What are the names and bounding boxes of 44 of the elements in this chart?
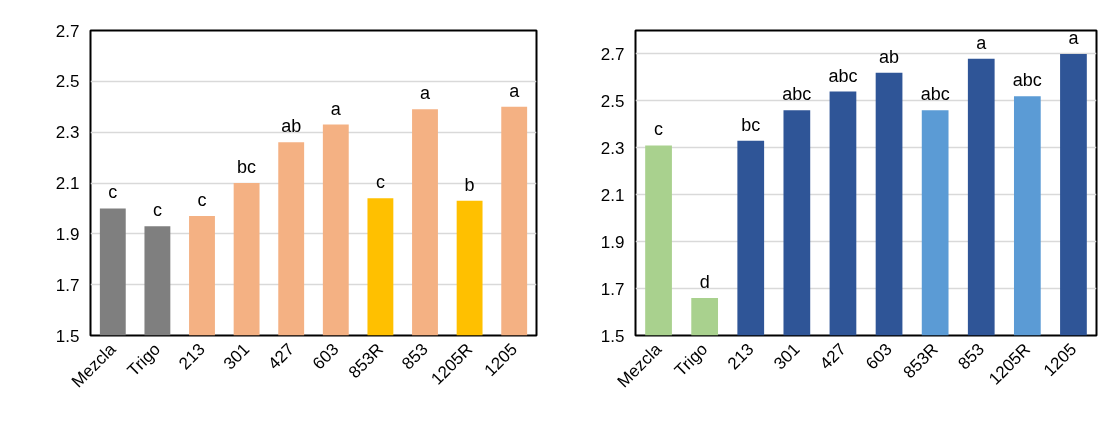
x-tick-label: 427 — [264, 339, 298, 374]
annotation: d — [699, 271, 710, 292]
x-tick-label: 853 — [954, 339, 988, 374]
y-tick-label: 2.5 — [600, 91, 625, 111]
y-tick-label: 1.7 — [55, 275, 80, 295]
annotation: c — [197, 190, 207, 211]
y-tick-label: 2.1 — [55, 174, 80, 193]
y-tick-label: 1.7 — [600, 279, 625, 299]
y-tick-label: 2.3 — [600, 138, 625, 158]
y-tick-label: 2.7 — [55, 21, 80, 41]
y-tick-label: 2.7 — [600, 44, 625, 64]
y-tick-label: 2.3 — [55, 123, 80, 143]
x-tick-label: 853 — [398, 339, 432, 374]
annotation: a — [509, 80, 521, 101]
annotation: a — [419, 83, 431, 104]
annotation: a — [1068, 27, 1080, 48]
annotation: c — [375, 172, 385, 193]
annotation: c — [152, 200, 162, 221]
annotation: abc — [782, 84, 812, 105]
x-tick-label: 427 — [816, 339, 850, 374]
annotation: bc — [741, 114, 761, 135]
x-tick-label: 301 — [219, 339, 254, 374]
y-tick-label: 2.5 — [55, 72, 80, 92]
y-tick-label: 2.1 — [600, 185, 625, 205]
annotation: c — [108, 182, 118, 203]
annotation: a — [976, 32, 988, 53]
x-tick-label: 603 — [862, 339, 896, 374]
annotation: c — [654, 119, 664, 140]
y-tick-label: 1.9 — [600, 232, 625, 252]
annotation: a — [330, 98, 342, 119]
annotation: b — [464, 174, 475, 195]
annotation: abc — [920, 84, 950, 105]
y-tick-label: 1.5 — [55, 326, 80, 346]
annotation: abc — [828, 65, 858, 86]
annotation: abc — [1012, 70, 1042, 91]
x-tick-label: 603 — [309, 339, 343, 374]
annotation: ab — [281, 116, 302, 137]
annotation: bc — [237, 157, 257, 177]
annotation: ab — [879, 46, 900, 67]
x-tick-label: 301 — [770, 339, 804, 374]
x-tick-label: 213 — [175, 339, 209, 374]
y-tick-label: 1.5 — [600, 326, 625, 346]
x-tick-label: 213 — [723, 339, 758, 374]
y-tick-label: 1.9 — [55, 224, 80, 244]
